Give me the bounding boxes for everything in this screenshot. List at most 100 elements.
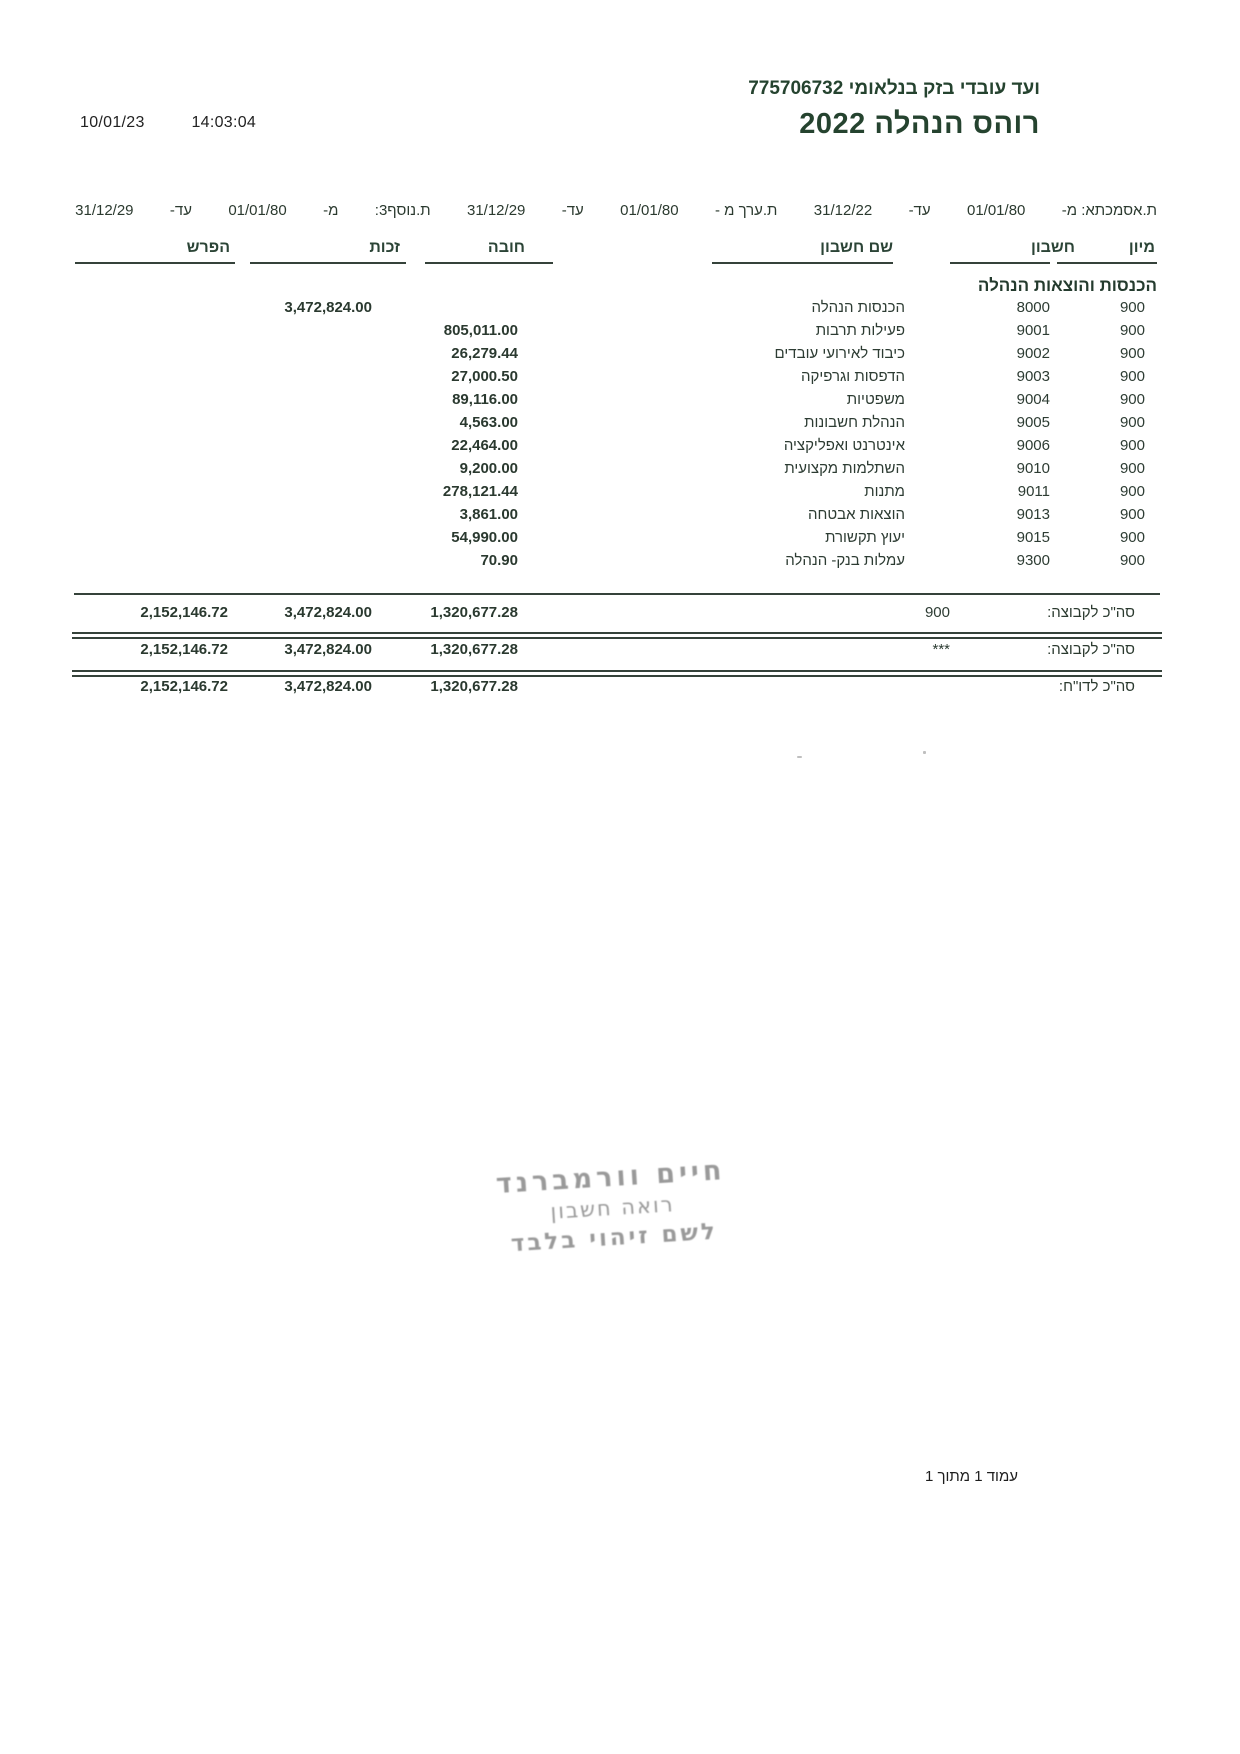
total-group-code: 900 xyxy=(924,604,950,621)
header-underline-account xyxy=(950,262,1050,264)
row-account-name: הנהלת חשבונות xyxy=(804,414,905,431)
row-account: 9005 xyxy=(1016,414,1050,431)
row-account-name: פעילות תרבות xyxy=(815,322,905,339)
filter-item: 01/01/80 xyxy=(620,202,679,219)
row-sort-code: 900 xyxy=(1119,391,1145,408)
print-date: 10/01/23 xyxy=(80,114,145,131)
filter-item: ת.ערך מ - xyxy=(714,202,778,219)
row-sort-code: 900 xyxy=(1119,460,1145,477)
totals-separator-line xyxy=(74,593,1160,595)
total-label: סה"כ לקבוצה: xyxy=(1047,641,1135,658)
table-row: 900 9013 הוצאות אבטחה 3,861.00 xyxy=(0,506,1240,529)
row-sort-code: 900 xyxy=(1119,506,1145,523)
row-account-name: הדפסות וגרפיקה xyxy=(801,368,905,385)
row-debit: 89,116.00 xyxy=(452,391,518,408)
filter-item: 31/12/29 xyxy=(75,202,134,219)
table-row: 900 9006 אינטרנט ואפליקציה 22,464.00 xyxy=(0,437,1240,460)
filter-item: ת.אסמכתא: מ- xyxy=(1061,202,1157,219)
row-debit: 3,861.00 xyxy=(459,506,518,523)
row-account: 9011 xyxy=(1017,483,1050,500)
filter-item: 31/12/29 xyxy=(466,202,526,219)
total-row: סה"כ לקבוצה: 900 1,320,677.28 3,472,824.00 2… xyxy=(0,604,1240,627)
row-account: 9001 xyxy=(1016,322,1050,339)
filter-item: 01/01/80 xyxy=(966,202,1026,219)
row-account: 9010 xyxy=(1016,460,1050,477)
row-debit: 27,000.50 xyxy=(451,368,518,385)
filter-item: עד- xyxy=(908,202,931,219)
total-diff: 2,152,146.72 xyxy=(140,678,228,695)
totals-double-line xyxy=(72,632,1162,634)
row-account: 8000 xyxy=(1016,299,1050,316)
row-debit: 4,563.00 xyxy=(459,414,518,431)
column-header-diff: הפרש xyxy=(186,239,230,256)
totals-double-line xyxy=(72,637,1162,639)
table-row: 900 9001 פעילות תרבות 805,011.00 xyxy=(0,322,1240,345)
row-account: 9013 xyxy=(1016,506,1050,523)
row-sort-code: 900 xyxy=(1119,483,1145,500)
page-footer: עמוד 1 מתוך 1 xyxy=(924,1468,1018,1485)
table-row: 900 9005 הנהלת חשבונות 4,563.00 xyxy=(0,414,1240,437)
filter-item: עד- xyxy=(169,202,192,219)
totals-double-line xyxy=(72,675,1162,677)
row-account: 9015 xyxy=(1016,529,1050,546)
column-header-credit: זכות xyxy=(369,239,400,256)
row-account: 9004 xyxy=(1016,391,1050,408)
table-body: 900 8000 הכנסות הנהלה 3,472,824.00 900 9001 פע… xyxy=(0,299,1240,575)
row-account-name: מתנות xyxy=(864,483,905,500)
scan-speck xyxy=(797,756,802,758)
column-header-account-name: שם חשבון xyxy=(820,239,893,256)
row-account-name: הוצאות אבטחה xyxy=(808,506,905,523)
row-debit: 805,011.00 xyxy=(443,322,518,339)
row-account: 9003 xyxy=(1016,368,1050,385)
row-sort-code: 900 xyxy=(1119,299,1145,316)
row-account-name: יעוץ תקשורת xyxy=(825,529,905,546)
scan-speck xyxy=(923,751,926,754)
filter-item: 01/01/80 xyxy=(228,202,287,219)
org-title: ועד עובדי בזק בנלאומי 775706732 xyxy=(748,78,1040,99)
table-row: 900 9003 הדפסות וגרפיקה 27,000.50 xyxy=(0,368,1240,391)
header-underline-sort xyxy=(1057,262,1157,264)
total-debit: 1,320,677.28 xyxy=(430,641,518,658)
filter-item: מ- xyxy=(323,202,339,219)
row-sort-code: 900 xyxy=(1119,529,1145,546)
row-sort-code: 900 xyxy=(1119,437,1145,454)
report-title: רוהס הנהלה 2022 xyxy=(799,108,1040,140)
total-label: סה"כ לקבוצה: xyxy=(1047,604,1135,621)
row-sort-code: 900 xyxy=(1119,552,1145,569)
total-debit: 1,320,677.28 xyxy=(430,678,518,695)
row-account: 9002 xyxy=(1016,345,1050,362)
filter-item: ת.נוסף3: xyxy=(374,202,431,219)
row-debit: 26,279.44 xyxy=(451,345,518,362)
row-debit: 278,121.44 xyxy=(442,483,518,500)
header-underline-account-name xyxy=(712,262,893,264)
row-account-name: הכנסות הנהלה xyxy=(811,299,906,316)
row-account-name: עמלות בנק- הנהלה xyxy=(785,552,905,569)
accountant-stamp: חיים וורמברנד רואה חשבון לשם זיהוי בלבד xyxy=(492,1155,732,1261)
total-diff: 2,152,146.72 xyxy=(140,604,228,621)
row-account-name: השתלמות מקצועית xyxy=(784,460,905,477)
column-header-debit: חובה xyxy=(487,239,525,256)
table-row: 900 8000 הכנסות הנהלה 3,472,824.00 xyxy=(0,299,1240,322)
table-row: 900 9002 כיבוד לאירועי עובדים 26,279.44 xyxy=(0,345,1240,368)
row-account: 9006 xyxy=(1016,437,1050,454)
column-header-account: חשבון xyxy=(1031,239,1075,256)
row-sort-code: 900 xyxy=(1119,414,1145,431)
total-credit: 3,472,824.00 xyxy=(284,678,372,695)
total-label: סה"כ לדו"ח: xyxy=(1058,678,1135,695)
filter-item: 31/12/22 xyxy=(813,202,873,219)
header-underline-debit xyxy=(425,262,553,264)
totals-double-line xyxy=(72,670,1162,672)
table-row: 900 9010 השתלמות מקצועית 9,200.00 xyxy=(0,460,1240,483)
row-debit: 54,990.00 xyxy=(451,529,518,546)
total-row: סה"כ לקבוצה: *** 1,320,677.28 3,472,824.00 2… xyxy=(0,641,1240,664)
header-underline-credit xyxy=(250,262,406,264)
total-credit: 3,472,824.00 xyxy=(284,641,372,658)
row-debit: 22,464.00 xyxy=(451,437,518,454)
filter-item: עד- xyxy=(561,202,584,219)
row-credit: 3,472,824.00 xyxy=(284,299,372,316)
section-title: הכנסות והוצאות הנהלה xyxy=(977,276,1157,295)
print-datetime: 10/01/23 14:03:04 xyxy=(80,114,256,132)
column-header-sort: מיון xyxy=(1128,239,1155,256)
total-group-code: *** xyxy=(932,641,950,658)
row-sort-code: 900 xyxy=(1119,322,1145,339)
